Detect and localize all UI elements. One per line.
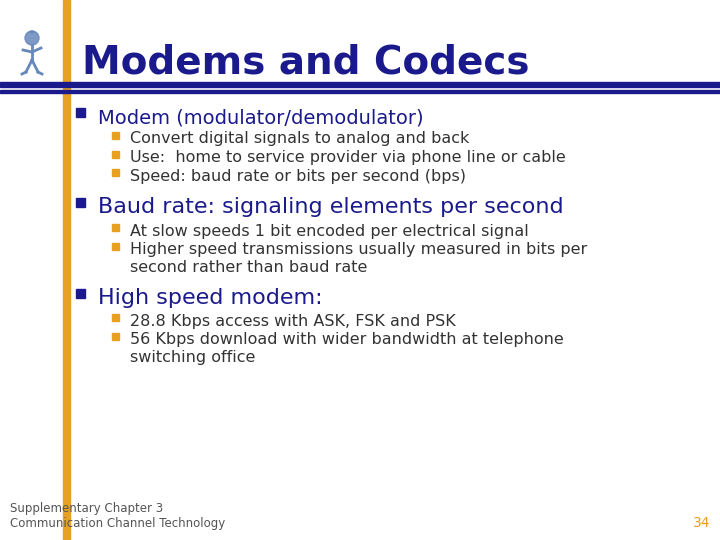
Text: Speed: baud rate or bits per second (bps): Speed: baud rate or bits per second (bps… (130, 168, 466, 184)
Text: Baud rate: signaling elements per second: Baud rate: signaling elements per second (98, 197, 564, 217)
Text: Convert digital signals to analog and back: Convert digital signals to analog and ba… (130, 131, 469, 146)
Bar (112, 333, 119, 340)
Circle shape (25, 31, 39, 45)
Bar (112, 151, 119, 158)
Text: Use:  home to service provider via phone line or cable: Use: home to service provider via phone … (130, 150, 566, 165)
Bar (112, 169, 119, 176)
Text: Modem (modulator/demodulator): Modem (modulator/demodulator) (98, 108, 423, 127)
Bar (112, 132, 119, 139)
Text: Supplementary Chapter 3
Communication Channel Technology: Supplementary Chapter 3 Communication Ch… (10, 502, 225, 530)
Bar (112, 314, 119, 321)
Bar (0, 82, 720, 87)
Bar (0, 90, 720, 93)
Bar (76, 198, 85, 207)
Text: 28.8 Kbps access with ASK, FSK and PSK: 28.8 Kbps access with ASK, FSK and PSK (130, 314, 456, 329)
Text: Higher speed transmissions usually measured in bits per
second rather than baud : Higher speed transmissions usually measu… (130, 242, 588, 275)
Bar (76, 109, 85, 117)
Bar (112, 224, 119, 231)
Bar (76, 289, 85, 298)
Text: 34: 34 (693, 516, 710, 530)
Text: 56 Kbps download with wider bandwidth at telephone
switching office: 56 Kbps download with wider bandwidth at… (130, 333, 564, 365)
Text: At slow speeds 1 bit encoded per electrical signal: At slow speeds 1 bit encoded per electri… (130, 224, 528, 239)
Text: Modems and Codecs: Modems and Codecs (82, 43, 529, 81)
Bar (63, 0, 70, 540)
Bar (112, 242, 119, 249)
Text: High speed modem:: High speed modem: (98, 288, 323, 308)
